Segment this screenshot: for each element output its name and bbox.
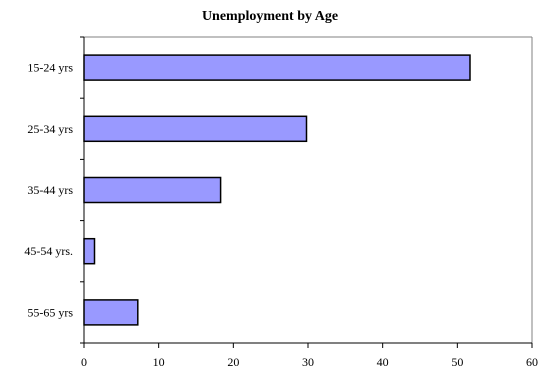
y-tick-label-3: 45-54 yrs. xyxy=(24,244,73,258)
x-tick-label-2: 20 xyxy=(227,355,239,369)
y-tick-label-2: 35-44 yrs xyxy=(27,183,73,197)
chart-title: Unemployment by Age xyxy=(201,9,339,24)
bar-2 xyxy=(83,176,222,204)
x-tick-label-6: 60 xyxy=(526,355,538,369)
x-tick-label-3: 30 xyxy=(302,355,314,369)
bar-3 xyxy=(83,237,96,265)
x-tick-label-5: 50 xyxy=(451,355,463,369)
x-tick-label-0: 0 xyxy=(81,355,87,369)
bar-4 xyxy=(83,299,139,326)
y-tick-label-1: 25-34 yrs xyxy=(27,122,73,136)
y-tick-label-4: 55-65 yrs xyxy=(27,305,73,319)
bar-1 xyxy=(83,115,308,143)
bar-0 xyxy=(83,54,471,81)
x-tick-label-1: 10 xyxy=(153,355,165,369)
y-tick-label-0: 15-24 yrs xyxy=(27,61,73,75)
x-tick-label-4: 40 xyxy=(377,355,389,369)
